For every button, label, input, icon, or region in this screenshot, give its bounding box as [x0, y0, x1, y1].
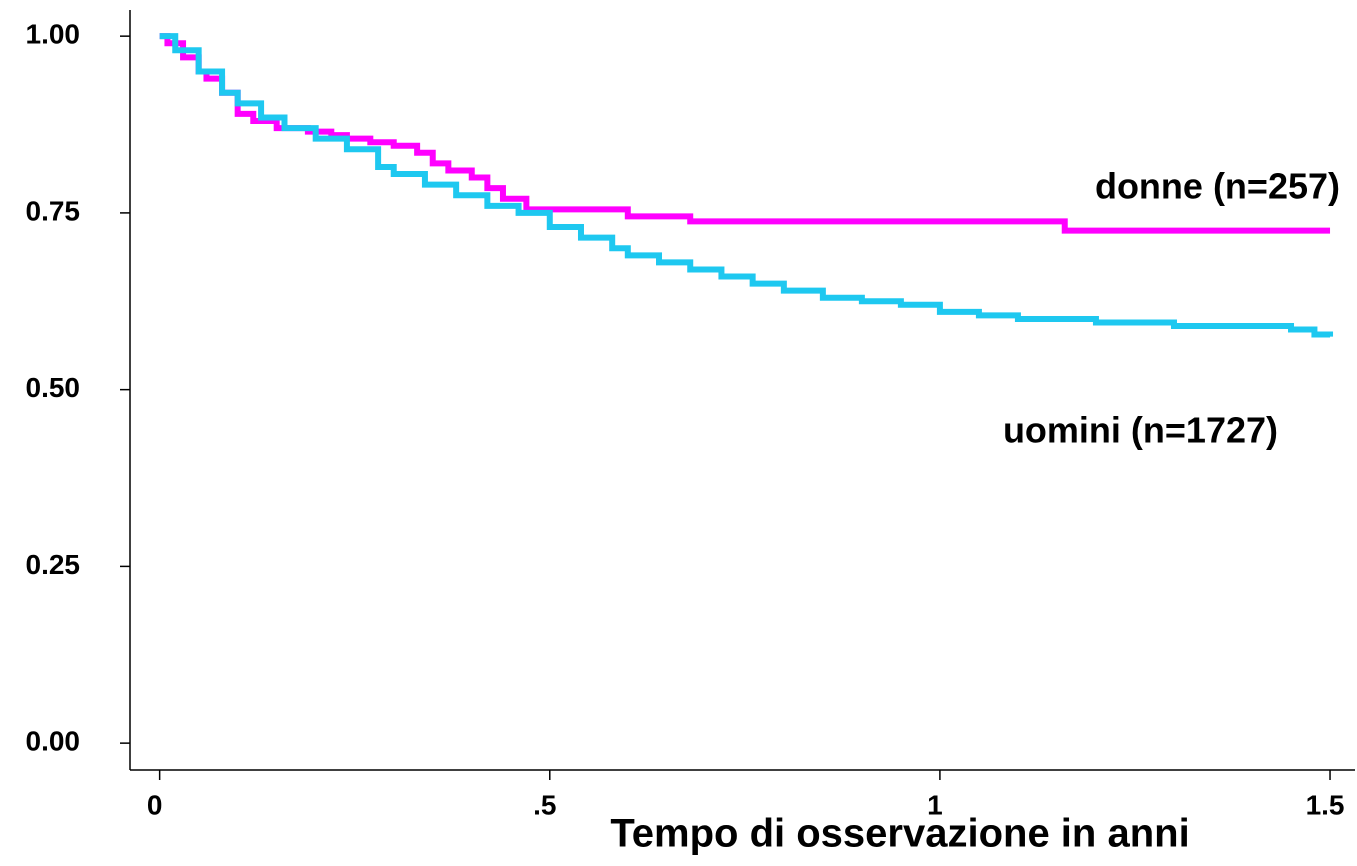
x-axis-label: Tempo di osservazione in anni — [610, 812, 1189, 856]
x-tick-label: .5 — [533, 789, 556, 820]
y-tick-label: 1.00 — [26, 19, 81, 50]
x-tick-label: 1 — [927, 789, 943, 820]
survival-line — [159, 33, 1334, 338]
series-label: donne (n=257) — [1095, 166, 1340, 207]
y-tick-label: 0.50 — [26, 372, 81, 403]
y-tick-label: 0.75 — [26, 195, 81, 226]
x-tick-label: 0 — [147, 789, 163, 820]
y-tick-label: 0.00 — [26, 726, 81, 757]
series-label: uomini (n=1727) — [1003, 410, 1278, 451]
x-tick-label: 1.5 — [1306, 789, 1345, 820]
y-tick-label: 0.25 — [26, 549, 81, 580]
survival-line — [159, 33, 1331, 234]
